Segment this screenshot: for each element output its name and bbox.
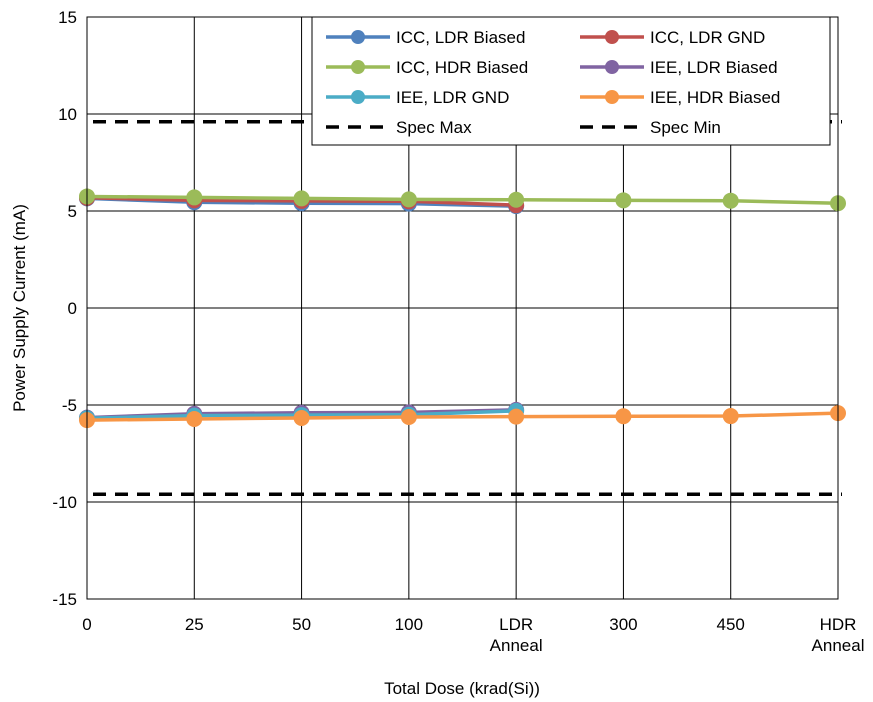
legend-marker: [605, 30, 619, 44]
legend-label: Spec Min: [650, 118, 721, 137]
y-tick-label: 5: [68, 202, 77, 221]
data-point: [186, 189, 203, 206]
y-tick-label: 10: [58, 105, 77, 124]
legend-item: ICC, LDR Biased: [326, 28, 525, 47]
legend-marker: [605, 90, 619, 104]
legend-label: IEE, LDR Biased: [650, 58, 778, 77]
x-tick-label: HDR: [820, 615, 857, 634]
y-axis-title: Power Supply Current (mA): [10, 204, 29, 412]
x-tick-label: Anneal: [490, 636, 543, 655]
data-point: [293, 409, 310, 426]
legend-label: IEE, HDR Biased: [650, 88, 780, 107]
y-tick-label: 15: [58, 8, 77, 27]
legend: ICC, LDR Biased ICC, LDR GND ICC, HDR Bias…: [311, 16, 831, 146]
x-tick-label: 450: [717, 615, 745, 634]
data-point: [508, 408, 525, 425]
legend-label: ICC, LDR Biased: [396, 28, 525, 47]
x-tick-label: 0: [82, 615, 91, 634]
x-tick-label: 25: [185, 615, 204, 634]
x-axis-title: Total Dose (krad(Si)): [384, 679, 540, 698]
legend-label: ICC, LDR GND: [650, 28, 765, 47]
legend-item: ICC, LDR GND: [580, 28, 765, 47]
legend-item: Spec Max: [326, 118, 472, 137]
legend-marker: [351, 30, 365, 44]
x-tick-label: 300: [609, 615, 637, 634]
series-line: [86, 194, 839, 205]
data-point: [186, 410, 203, 427]
series-line: [86, 411, 839, 422]
series-2: [79, 188, 846, 212]
legend-label: IEE, LDR GND: [396, 88, 509, 107]
legend-item: ICC, HDR Biased: [326, 58, 528, 77]
legend-item: IEE, HDR Biased: [580, 88, 780, 107]
x-tick-label: 100: [395, 615, 423, 634]
data-point: [615, 192, 632, 209]
x-tick-label: Anneal: [812, 636, 865, 655]
y-tick-label: -15: [52, 590, 77, 609]
data-point: [508, 191, 525, 208]
data-point: [293, 190, 310, 207]
legend-label: ICC, HDR Biased: [396, 58, 528, 77]
series-5: [79, 405, 846, 429]
legend-marker: [351, 90, 365, 104]
data-point: [722, 408, 739, 425]
legend-item: IEE, LDR GND: [326, 88, 509, 107]
y-tick-label: -5: [62, 396, 77, 415]
legend-item: Spec Min: [580, 118, 721, 137]
legend-marker: [605, 60, 619, 74]
y-tick-label: 0: [68, 299, 77, 318]
legend-label: Spec Max: [396, 118, 472, 137]
data-point: [400, 191, 417, 208]
x-tick-label: LDR: [499, 615, 533, 634]
data-point: [400, 409, 417, 426]
legend-box: [311, 16, 831, 146]
legend-marker: [351, 60, 365, 74]
y-tick-label: -10: [52, 493, 77, 512]
x-tick-label: 50: [292, 615, 311, 634]
data-point: [615, 408, 632, 425]
data-point: [722, 192, 739, 209]
legend-item: IEE, LDR Biased: [580, 58, 778, 77]
